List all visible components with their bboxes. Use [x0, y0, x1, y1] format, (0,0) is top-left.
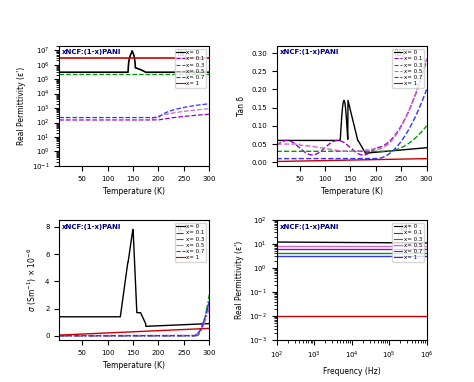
Text: (a): (a)	[176, 49, 188, 58]
Y-axis label: $\sigma$ (Sm$^{-1}$) × 10$^{-6}$: $\sigma$ (Sm$^{-1}$) × 10$^{-6}$	[26, 248, 39, 312]
X-axis label: Temperature (K): Temperature (K)	[103, 361, 165, 370]
Text: xNCF:(1-x)PANI: xNCF:(1-x)PANI	[62, 223, 122, 230]
X-axis label: Temperature (K): Temperature (K)	[103, 187, 165, 196]
Text: xNCF:(1-x)PANI: xNCF:(1-x)PANI	[280, 223, 339, 230]
Text: xNCF:(1-x)PANI: xNCF:(1-x)PANI	[62, 49, 122, 55]
Y-axis label: Tan δ: Tan δ	[237, 96, 246, 116]
Y-axis label: Real Permittivity (ε'): Real Permittivity (ε')	[235, 241, 244, 319]
Y-axis label: Real Permittivity (ε'): Real Permittivity (ε')	[17, 67, 26, 145]
Text: (d): (d)	[400, 223, 411, 233]
Text: (b): (b)	[393, 49, 405, 58]
Text: xNCF:(1-x)PANI: xNCF:(1-x)PANI	[280, 49, 339, 55]
Legend: x= 0, x= 0.1, x= 0.3, x= 0.5, x= 0.7, x= 1: x= 0, x= 0.1, x= 0.3, x= 0.5, x= 0.7, x=…	[392, 223, 424, 262]
Legend: x= 0, x= 0.1, x= 0.3, x= 0.5, x= 0.7, x= 1: x= 0, x= 0.1, x= 0.3, x= 0.5, x= 0.7, x=…	[175, 223, 206, 262]
Text: (c): (c)	[176, 223, 187, 233]
Legend: x= 0, x= 0.1, x= 0.3, x= 0.5, x= 0.7, x= 1: x= 0, x= 0.1, x= 0.3, x= 0.5, x= 0.7, x=…	[392, 49, 424, 87]
Legend: x= 0, x= 0.1, x= 0.3, x= 0.5, x= 0.7, x= 1: x= 0, x= 0.1, x= 0.3, x= 0.5, x= 0.7, x=…	[175, 49, 206, 87]
X-axis label: Frequency (Hz): Frequency (Hz)	[323, 367, 381, 376]
X-axis label: Temperature (K): Temperature (K)	[320, 187, 383, 196]
